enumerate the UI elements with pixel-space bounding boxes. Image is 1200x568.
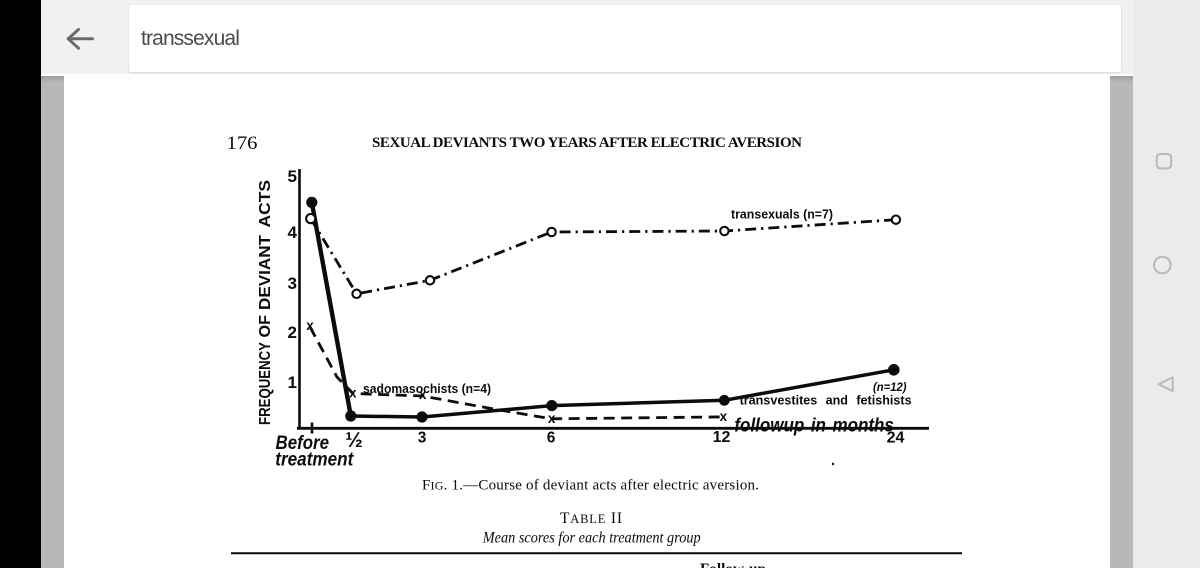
svg-text:2: 2 xyxy=(288,323,297,342)
svg-text:(n=12): (n=12) xyxy=(873,382,907,394)
svg-text:followup in months: followup in months xyxy=(734,416,894,437)
svg-text:3: 3 xyxy=(288,274,297,293)
svg-text:½: ½ xyxy=(345,429,363,452)
svg-text:ACTS: ACTS xyxy=(257,180,274,228)
svg-text:treatment: treatment xyxy=(275,450,354,471)
svg-text:x: x xyxy=(349,386,357,401)
svg-text:Mean scores for each treatment: Mean scores for each treatment group xyxy=(482,530,701,547)
svg-text:4: 4 xyxy=(288,223,298,242)
svg-text:transvestites and fetishists: transvestites and fetishists xyxy=(740,393,912,408)
svg-text:6: 6 xyxy=(547,430,556,447)
svg-text:FREQUENCY: FREQUENCY xyxy=(257,342,274,425)
svg-text:Before: Before xyxy=(276,433,330,454)
svg-text:SEXUAL DEVIANTS TWO YEARS AFTE: SEXUAL DEVIANTS TWO YEARS AFTER ELECTRIC… xyxy=(372,135,802,151)
svg-text:TABLE II: TABLE II xyxy=(560,510,622,527)
svg-text:24: 24 xyxy=(887,430,905,447)
svg-text:12: 12 xyxy=(713,429,731,446)
svg-text:3: 3 xyxy=(418,430,427,447)
svg-text:x: x xyxy=(720,409,728,424)
svg-text:1: 1 xyxy=(288,373,297,392)
svg-text:Follow-up: Follow-up xyxy=(700,561,766,568)
svg-text:x: x xyxy=(306,318,314,333)
svg-text:x: x xyxy=(419,387,427,402)
svg-text:transexuals (n=7): transexuals (n=7) xyxy=(731,208,833,222)
svg-text:176: 176 xyxy=(227,133,258,154)
svg-text:sadomasochists (n=4): sadomasochists (n=4) xyxy=(363,381,491,396)
svg-text:5: 5 xyxy=(288,167,297,186)
svg-text:FIG. 1.—Course of deviant acts: FIG. 1.—Course of deviant acts after ele… xyxy=(422,478,759,494)
svg-text:OF: OF xyxy=(257,315,274,338)
svg-text:x: x xyxy=(548,411,556,426)
svg-text:DEVIANT: DEVIANT xyxy=(257,235,274,310)
